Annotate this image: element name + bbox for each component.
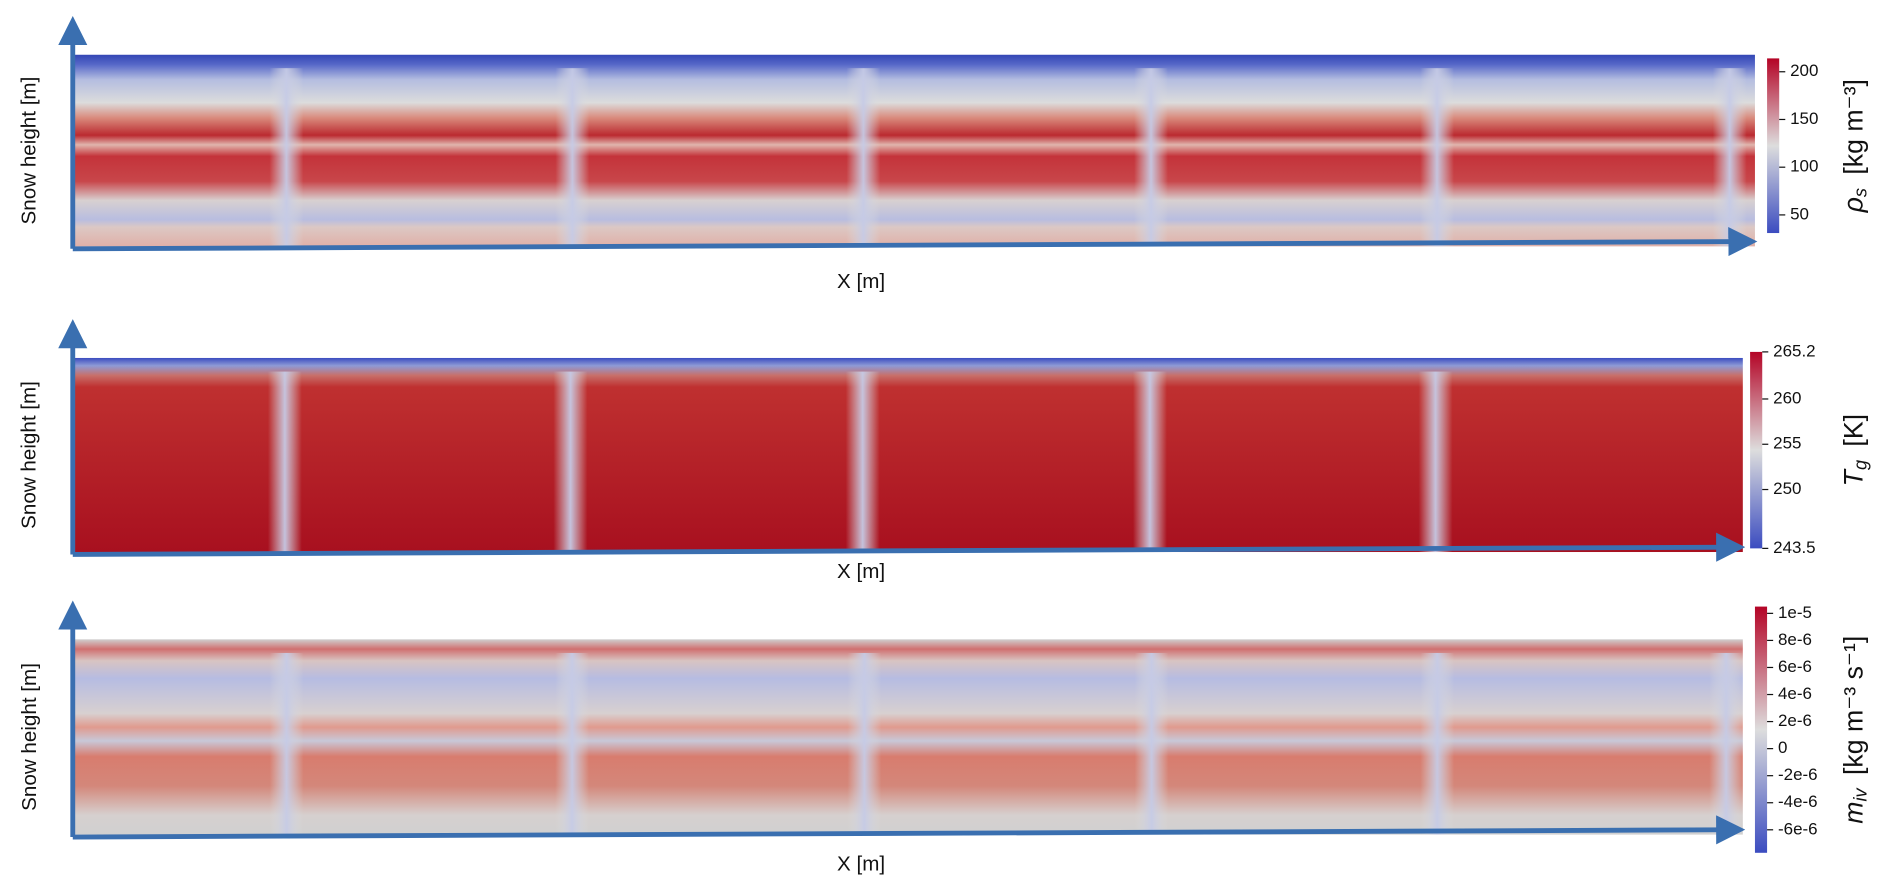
field-separator [1420, 653, 1455, 835]
x-axis-label: X [m] [837, 560, 885, 583]
colorbar-tick-label: -4e-6 [1778, 792, 1818, 811]
field-separator [846, 68, 881, 247]
x-axis-arrow [72, 227, 1758, 257]
x-axis-label: X [m] [837, 270, 885, 293]
y-axis-label: Snow height [m] [18, 381, 41, 529]
colorbar-tick-label: 255 [1773, 434, 1801, 453]
field-separator [847, 653, 882, 835]
field-separator [1709, 653, 1744, 835]
field [72, 54, 1755, 247]
label-unit: [kg m⁻³] [1839, 79, 1869, 175]
label-subscript: g [1850, 460, 1870, 470]
colorbar-tick-label: 265.2 [1773, 341, 1815, 360]
colorbar-tick-label: 0 [1778, 738, 1787, 757]
field-separator [1418, 371, 1453, 553]
field-separator [1134, 653, 1169, 835]
colorbar-tick-label: 1e-5 [1778, 603, 1812, 622]
colorbar-tick-label: -2e-6 [1778, 765, 1818, 784]
colorbar-tick-label: 200 [1790, 61, 1818, 80]
label-symbol: ρ [1839, 197, 1869, 213]
field-separator [845, 371, 880, 553]
colorbar-tick-label: 6e-6 [1778, 657, 1812, 676]
field-separator [555, 68, 590, 247]
field-separator [1132, 371, 1167, 553]
label-space [1839, 775, 1869, 788]
label-subscript: s [1850, 188, 1870, 197]
colorbar-tick-label: 8e-6 [1778, 630, 1812, 649]
label-unit: [K] [1839, 414, 1869, 447]
colorbar-tick-label: 150 [1790, 109, 1818, 128]
colorbar-tick-label: 243.5 [1773, 538, 1815, 557]
colorbar-label: miv [kg m⁻³ s⁻¹] [1839, 636, 1871, 824]
label-space [1839, 447, 1869, 460]
field-separator [553, 371, 588, 553]
colorbar-tick-label: -6e-6 [1778, 819, 1818, 838]
colorbar-label: ρs [kg m⁻³] [1839, 79, 1871, 213]
colorbar-tick-label: 100 [1790, 157, 1818, 176]
label-symbol: T [1839, 468, 1869, 486]
y-axis-label: Snow height [m] [18, 77, 41, 225]
x-axis-arrow [72, 815, 1746, 845]
field-separator [269, 653, 304, 835]
label-symbol: m [1839, 801, 1869, 823]
colorbar-tick-label: 250 [1773, 479, 1801, 498]
colorbar [1750, 351, 1763, 549]
colorbar [1754, 606, 1768, 853]
field-separator [269, 68, 304, 247]
x-axis-label: X [m] [837, 852, 885, 875]
label-unit: [kg m⁻³ s⁻¹] [1839, 636, 1869, 775]
colorbar-label: Tg [K] [1839, 414, 1871, 486]
field [72, 639, 1743, 835]
colorbar-tick-label: 260 [1773, 388, 1801, 407]
label-space [1839, 175, 1869, 188]
colorbar [1767, 58, 1780, 234]
field [72, 357, 1743, 553]
field-separator [1420, 68, 1454, 247]
field-separator [267, 371, 302, 553]
field-separator [555, 653, 590, 835]
field-separator [1134, 68, 1169, 247]
field-separator [1712, 68, 1747, 247]
x-axis-arrow [72, 532, 1746, 562]
colorbar-tick-label: 50 [1790, 204, 1809, 223]
colorbar-tick-label: 2e-6 [1778, 711, 1812, 730]
label-subscript: iv [1850, 787, 1870, 801]
y-axis-label: Snow height [m] [18, 663, 41, 811]
colorbar-tick-label: 4e-6 [1778, 684, 1812, 703]
